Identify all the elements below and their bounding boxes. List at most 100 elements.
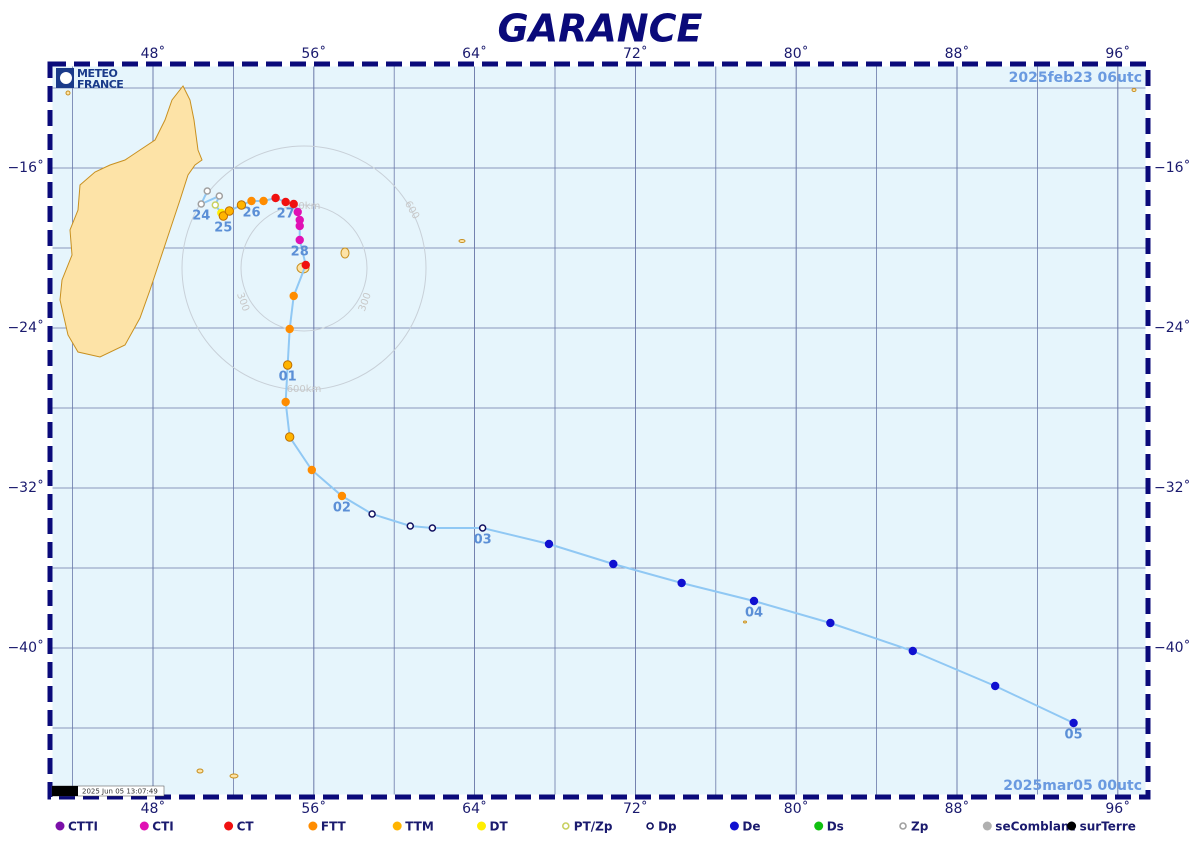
track-point (406, 522, 415, 530)
day-label: 04 (745, 606, 763, 621)
track-point (826, 618, 835, 628)
legend-marker (477, 821, 486, 831)
track-point (271, 193, 280, 203)
sea (50, 64, 1148, 797)
track-point (282, 360, 293, 370)
island (743, 620, 747, 624)
legend-marker (729, 821, 739, 831)
track-point (908, 646, 917, 656)
track-point (544, 539, 554, 549)
legend-label: FTT (321, 820, 347, 834)
lon-tick-label: 48˚ (141, 45, 166, 62)
legend-label: De (742, 820, 760, 834)
track-point (281, 397, 290, 407)
ring-300 (240, 204, 368, 332)
lat-tick-label: −24˚ (1154, 319, 1191, 336)
logo-icon (60, 72, 72, 84)
lat-tick-label: −40˚ (1154, 639, 1191, 656)
island (196, 768, 204, 774)
legend-marker (55, 821, 65, 831)
lon-tick-label: 72˚ (623, 800, 648, 817)
track-point (259, 196, 268, 206)
legend-marker (982, 821, 992, 831)
date-end: 2025mar05 00utc (1003, 778, 1142, 794)
lon-tick-label: 88˚ (945, 800, 970, 817)
legend-marker (392, 821, 402, 831)
day-label: 25 (214, 221, 232, 236)
legend-label: Dp (658, 820, 677, 834)
track-point (218, 211, 229, 221)
day-label: 01 (279, 370, 297, 385)
madagascar (59, 85, 203, 358)
track-point (609, 559, 618, 569)
track-point (284, 432, 295, 442)
legend-label: PT/Zp (574, 820, 613, 834)
mauritius (340, 247, 350, 259)
island (1131, 88, 1137, 92)
track-point (285, 324, 294, 334)
lon-tick-label: 72˚ (623, 45, 648, 62)
lon-tick-label: 96˚ (1105, 45, 1130, 62)
track-point (428, 524, 437, 532)
track-point (247, 196, 256, 206)
legend: CTTI CTI CT FTT TTM DT PT/Zp Dp De Ds Zp seComblant… (55, 820, 1136, 834)
lat-tick-label: −40˚ (7, 639, 44, 656)
legend-label: Zp (911, 820, 929, 834)
track-point (990, 681, 1000, 691)
legend-label: seComblant (995, 820, 1075, 834)
track-point (307, 465, 316, 475)
track-point (478, 524, 487, 532)
day-label: 05 (1065, 728, 1083, 743)
logo-box: METEO FRANCE (77, 68, 124, 90)
track-point (295, 235, 304, 245)
track-point (289, 291, 298, 301)
track-point (236, 200, 247, 210)
legend-marker (139, 821, 149, 831)
lon-tick-label: 56˚ (301, 45, 326, 62)
legend-marker (308, 821, 318, 831)
range-label: 600km (287, 384, 322, 395)
range-rings (181, 145, 427, 391)
lon-tick-label: 80˚ (784, 45, 809, 62)
lon-tick-label: 56˚ (301, 800, 326, 817)
track-point (197, 200, 205, 208)
legend-marker (224, 821, 234, 831)
day-label: 27 (277, 207, 295, 222)
lon-tick-label: 88˚ (945, 45, 970, 62)
stamp-logo (52, 786, 78, 796)
track-point (295, 221, 304, 231)
track-point (281, 197, 290, 207)
track-point (203, 187, 212, 195)
track-point (224, 206, 235, 216)
day-label: 03 (474, 533, 492, 548)
lon-tick-label: 96˚ (1105, 800, 1130, 817)
legend-marker (561, 822, 570, 830)
lon-tick-label: 80˚ (784, 800, 809, 817)
lat-tick-label: −16˚ (1154, 159, 1191, 176)
day-label: 26 (242, 206, 260, 221)
legend-label: TTM (405, 820, 434, 834)
logo: METEO FRANCE (56, 68, 124, 90)
day-label: 02 (333, 501, 351, 516)
legend-marker (899, 822, 907, 830)
range-label: 300km (286, 201, 321, 212)
track-point (295, 215, 304, 225)
comoros (65, 90, 71, 96)
ring-600 (181, 145, 427, 391)
track-point (677, 578, 686, 588)
track-point (289, 199, 298, 209)
track: 24 25 26 27 28 01 02 03 04 05 (192, 187, 1083, 743)
legend-marker (1067, 821, 1077, 831)
legend-label: Ds (827, 820, 844, 834)
lat-tick-label: −32˚ (1154, 479, 1191, 496)
track-point (215, 192, 224, 200)
graticule (50, 64, 1148, 797)
legend-marker (646, 822, 654, 830)
lon-tick-label: 48˚ (141, 800, 166, 817)
legend-label: CTTI (68, 820, 98, 834)
lat-tick-label: −16˚ (7, 159, 44, 176)
track-point (749, 596, 759, 606)
track-point (368, 510, 376, 518)
